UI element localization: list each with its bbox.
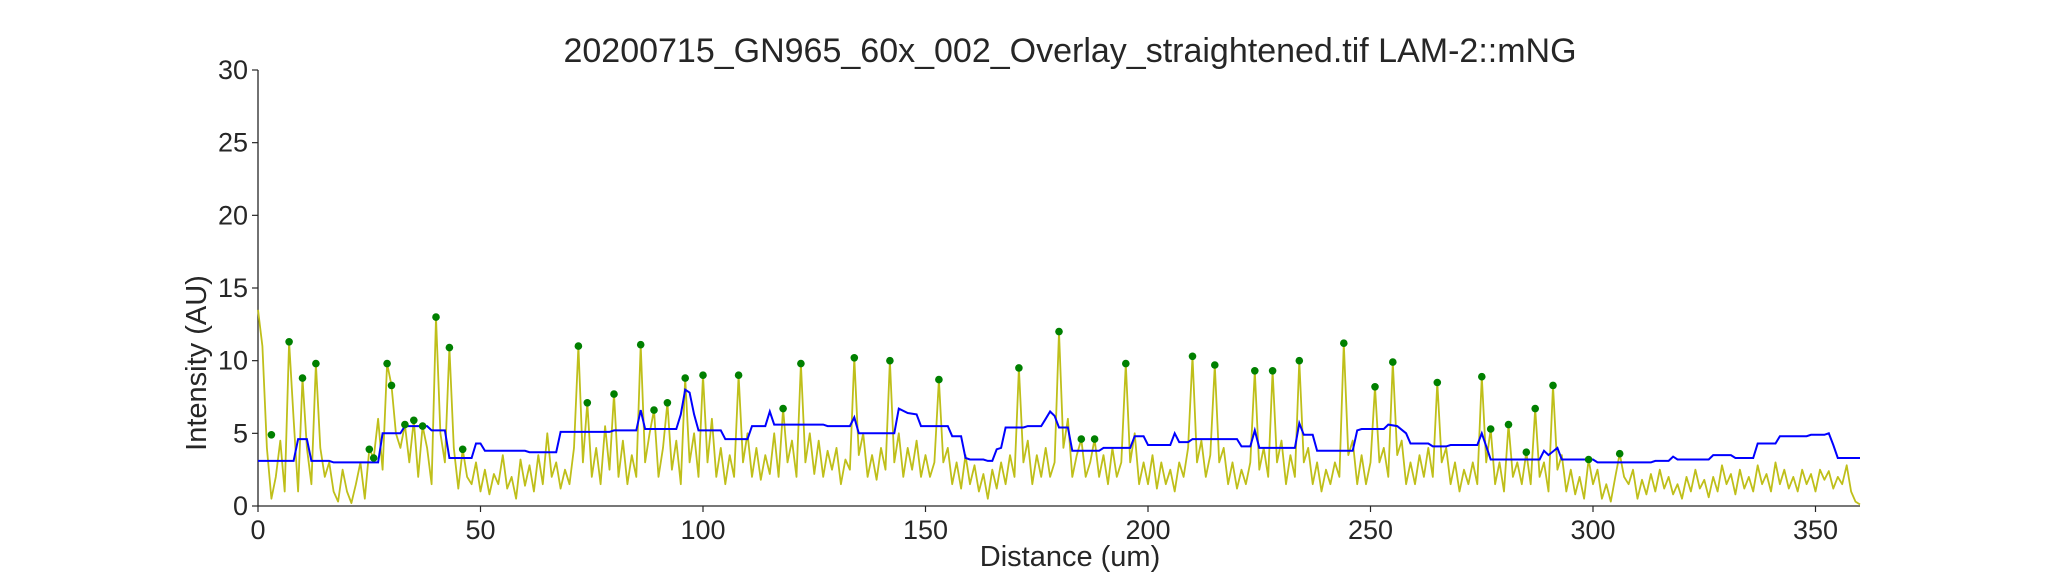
y-tick-label: 15 xyxy=(218,273,248,303)
y-tick-label: 20 xyxy=(218,200,248,230)
peak-point xyxy=(1055,327,1063,336)
peak-point xyxy=(663,399,672,407)
x-tick-label: 50 xyxy=(465,515,495,545)
peak-point xyxy=(418,422,427,430)
peak-point xyxy=(1295,356,1304,365)
peak-point xyxy=(1478,372,1486,381)
peak-point xyxy=(886,356,894,365)
peak-point xyxy=(458,445,467,454)
peak-point xyxy=(1211,361,1219,369)
peak-point xyxy=(699,371,707,380)
peak-point xyxy=(850,354,859,362)
peak-point xyxy=(734,371,743,380)
peak-point xyxy=(410,416,418,425)
peak-point xyxy=(1486,425,1495,433)
peak-point xyxy=(610,390,618,398)
peak-point xyxy=(797,359,805,368)
y-tick-label: 5 xyxy=(233,418,248,448)
y-tick-label: 30 xyxy=(218,55,248,85)
peak-point xyxy=(1122,359,1130,368)
x-tick-label: 250 xyxy=(1348,515,1393,545)
peak-point xyxy=(445,343,454,352)
x-axis-ticks: 0 50 100 150 200 250 300 350 xyxy=(250,506,1838,545)
peak-point xyxy=(583,399,592,407)
peak-point xyxy=(574,342,583,350)
peak-point xyxy=(1531,404,1539,413)
peak-point xyxy=(387,381,396,390)
peak-point xyxy=(1251,367,1259,375)
peak-point xyxy=(1522,448,1531,457)
peak-point xyxy=(1504,420,1513,429)
peak-point xyxy=(650,406,658,414)
y-tick-label: 10 xyxy=(218,346,248,376)
peak-point xyxy=(1090,435,1099,443)
peak-point xyxy=(935,375,943,384)
peak-point xyxy=(1268,367,1277,375)
peak-point xyxy=(312,359,320,368)
y-tick-label: 25 xyxy=(218,128,248,158)
peak-point xyxy=(267,431,276,439)
peak-point xyxy=(1371,383,1379,391)
peak-point xyxy=(1433,378,1442,387)
y-axis-ticks: 0 5 10 15 20 25 30 xyxy=(218,55,258,521)
x-tick-label: 200 xyxy=(1125,515,1170,545)
x-axis-label: Distance (um) xyxy=(980,541,1161,573)
peak-point xyxy=(1340,339,1348,348)
peak-point xyxy=(1015,364,1023,372)
peak-point xyxy=(401,420,409,429)
signal-line xyxy=(257,309,1861,506)
peak-point xyxy=(779,404,787,413)
peak-point xyxy=(681,374,689,382)
peak-point xyxy=(369,454,378,462)
x-tick-label: 100 xyxy=(680,515,725,545)
y-axis-label: Intensity (AU) xyxy=(181,275,213,451)
peak-point xyxy=(1389,358,1397,366)
baseline-line xyxy=(258,388,1860,464)
peak-point xyxy=(432,313,440,321)
x-tick-label: 350 xyxy=(1793,515,1838,545)
peak-point xyxy=(383,359,391,368)
x-tick-label: 150 xyxy=(903,515,948,545)
peak-point xyxy=(298,374,307,382)
peak-markers xyxy=(267,313,1624,464)
peak-point xyxy=(1615,449,1624,458)
peak-point xyxy=(1188,352,1197,361)
x-tick-label: 0 xyxy=(250,515,265,545)
peak-point xyxy=(636,340,645,349)
series-group xyxy=(257,309,1861,506)
peak-point xyxy=(1549,381,1557,390)
chart-title: 20200715_GN965_60x_002_Overlay_straighte… xyxy=(563,32,1576,70)
peak-point xyxy=(365,445,374,454)
x-tick-label: 300 xyxy=(1570,515,1615,545)
peak-point xyxy=(1077,435,1086,443)
peak-point xyxy=(1584,455,1593,464)
y-tick-label: 0 xyxy=(233,491,248,521)
peak-point xyxy=(285,338,293,346)
